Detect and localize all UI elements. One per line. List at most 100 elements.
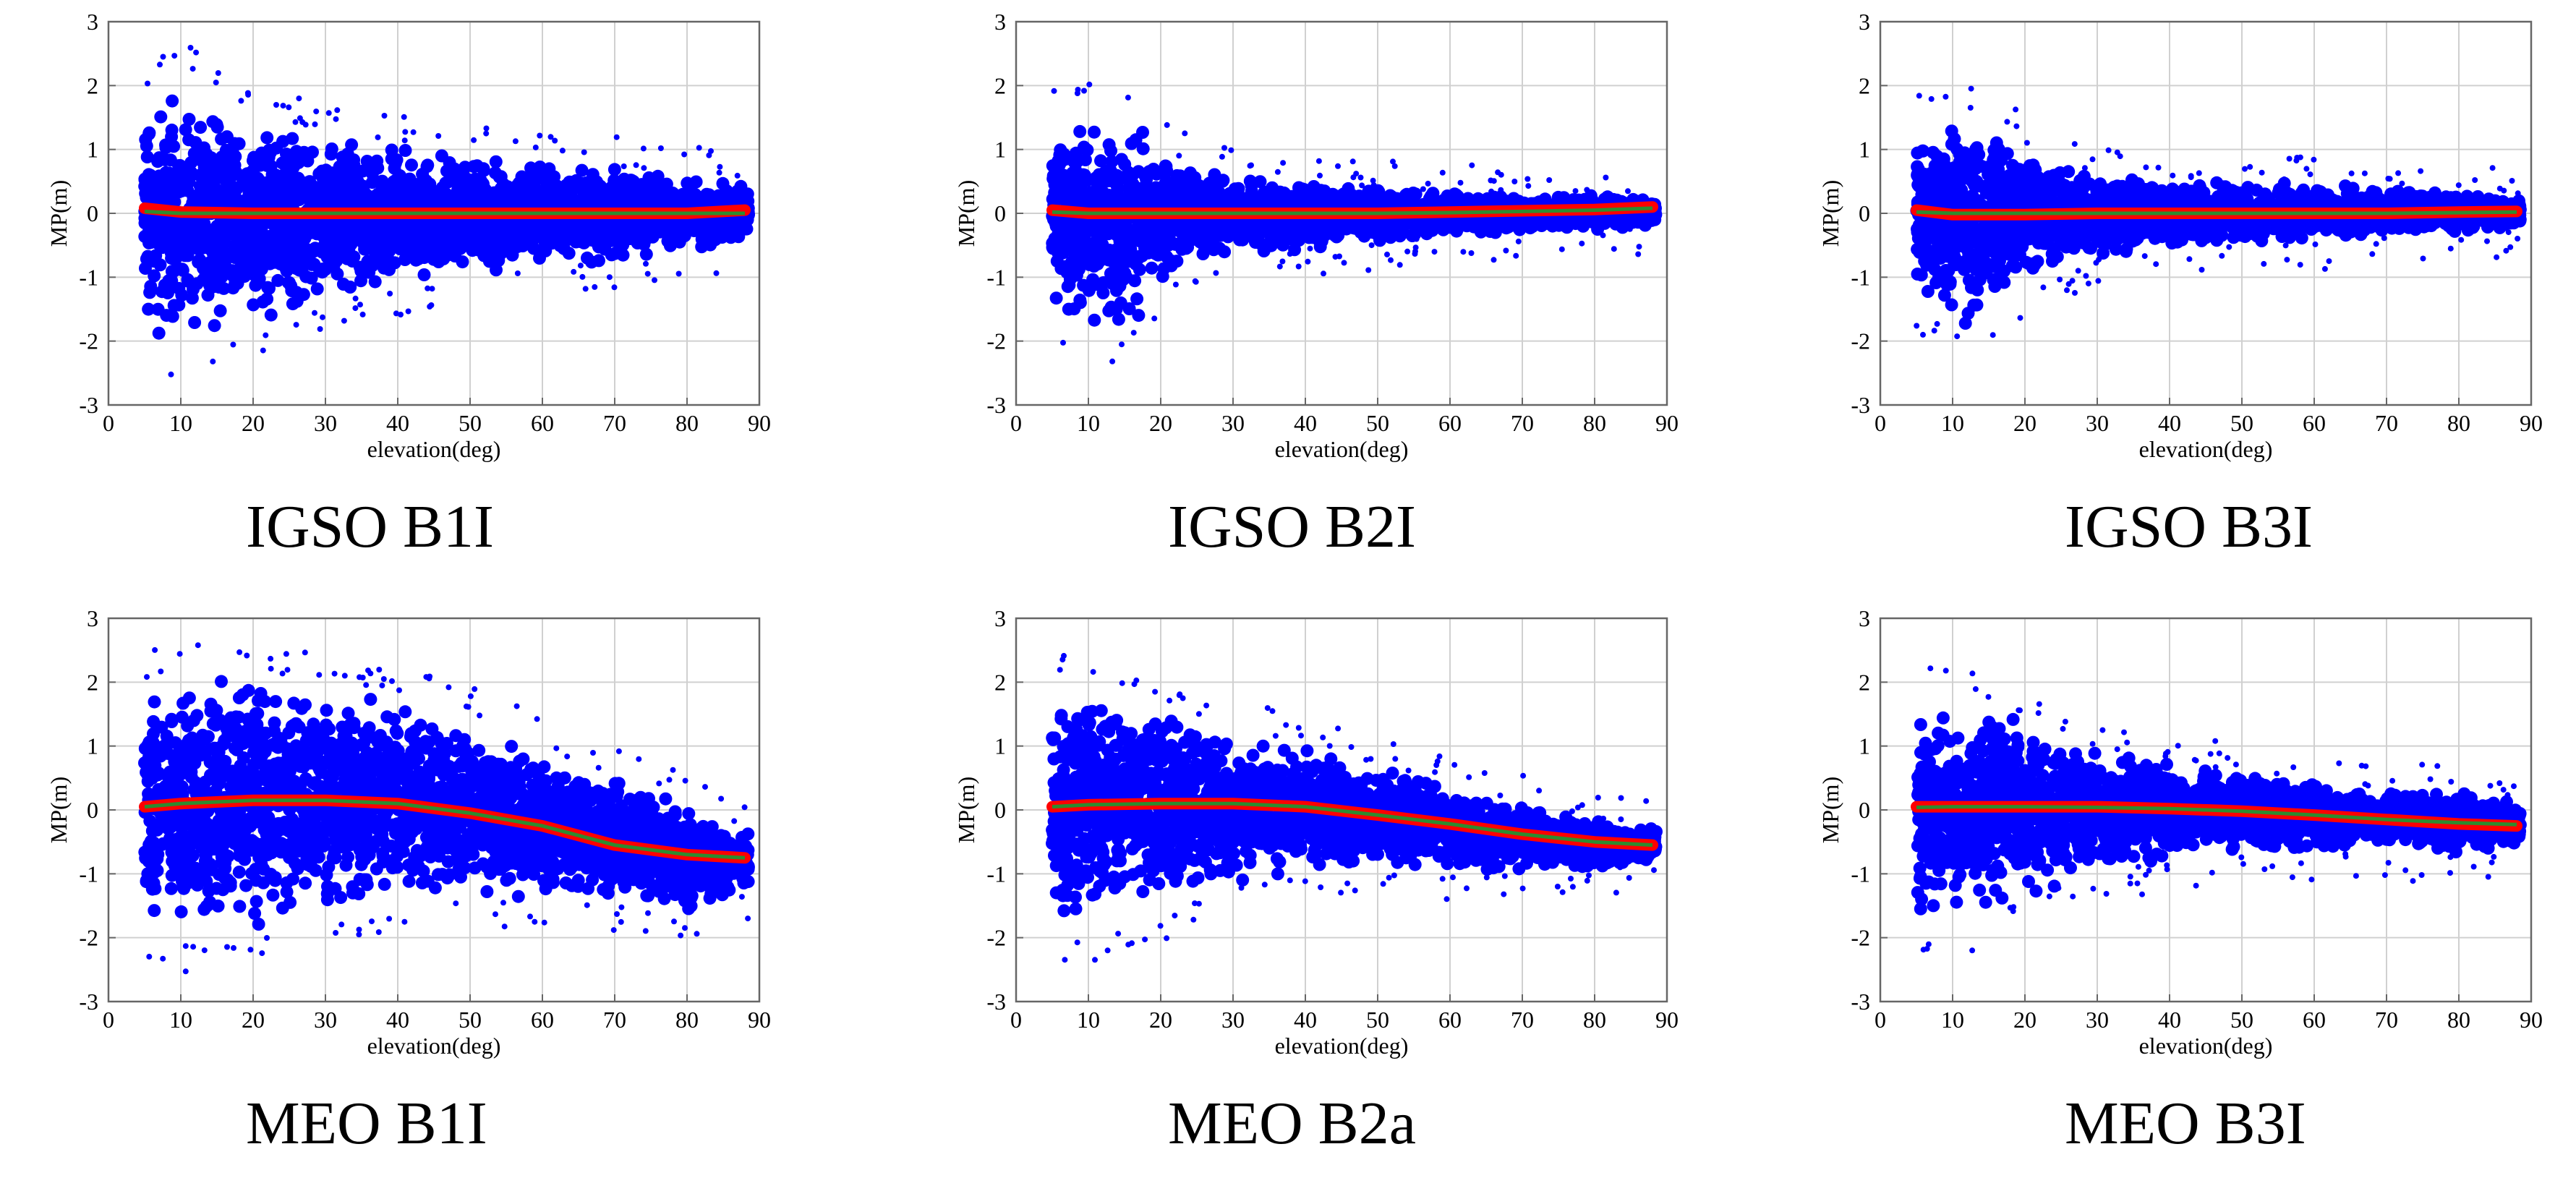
scatter-point: [138, 216, 152, 230]
scatter-point: [586, 168, 600, 182]
caption-igso-b1i: IGSO B1I: [246, 493, 495, 560]
scatter-point: [1145, 261, 1159, 275]
scatter-outlier: [571, 268, 577, 275]
y-tick-label: 0: [87, 200, 98, 226]
scatter-outlier: [352, 305, 359, 312]
scatter-point: [724, 231, 738, 244]
scatter-point: [1092, 168, 1106, 182]
scatter-point: [1097, 197, 1111, 210]
scatter-point: [477, 162, 490, 176]
scatter-point: [142, 127, 156, 141]
x-tick-label: 90: [748, 410, 771, 436]
scatter-point: [1494, 190, 1508, 204]
x-tick-label: 20: [242, 410, 265, 436]
scatter-outlier: [640, 145, 647, 152]
scatter-point: [368, 275, 382, 289]
scatter-outlier: [512, 138, 519, 145]
scatter-point: [279, 262, 293, 276]
scatter-point: [271, 234, 285, 248]
scatter-point: [1218, 245, 1232, 259]
y-tick-label: -2: [79, 328, 98, 354]
scatter-outlier: [286, 104, 292, 111]
scatter-point: [605, 184, 618, 197]
scatter-point: [235, 195, 249, 208]
scatter-outlier: [325, 110, 332, 116]
scatter-outlier: [401, 114, 407, 120]
scatter-outlier: [313, 108, 320, 115]
scatter-point: [160, 309, 174, 323]
scatter-point: [1046, 242, 1060, 255]
scatter-point: [182, 133, 196, 147]
scatter-point: [181, 273, 195, 286]
scatter-point: [158, 278, 171, 292]
scatter-point: [263, 242, 276, 255]
scatter-point: [477, 177, 490, 191]
scatter-outlier: [483, 125, 490, 132]
scatter-point: [310, 282, 324, 296]
scatter-point: [639, 247, 653, 261]
scatter-point: [194, 121, 208, 135]
scatter-point: [289, 262, 303, 276]
scatter-outlier: [238, 98, 244, 104]
scatter-point: [241, 181, 255, 195]
y-tick-label: 3: [87, 9, 98, 35]
scatter-point: [1292, 230, 1305, 244]
scatter-point: [435, 149, 448, 163]
scatter-outlier: [341, 317, 347, 324]
scatter-point: [220, 184, 234, 197]
scatter-outlier: [613, 134, 620, 140]
y-tick-label: -1: [79, 264, 98, 290]
scatter-point: [1088, 125, 1101, 139]
scatter-point: [385, 152, 398, 166]
scatter-point: [204, 174, 218, 188]
scatter-point: [370, 239, 383, 253]
scatter-point: [158, 189, 171, 203]
scatter-point: [592, 240, 605, 254]
scatter-point: [731, 191, 745, 205]
scatter-outlier: [582, 286, 589, 292]
scatter-point: [188, 316, 202, 329]
scatter-point: [1132, 309, 1146, 323]
scatter-point: [492, 194, 506, 208]
scatter-outlier: [213, 80, 219, 86]
scatter-point: [603, 223, 617, 236]
scatter-outlier: [230, 341, 236, 348]
scatter-point: [579, 190, 592, 204]
scatter-point: [1136, 142, 1150, 155]
scatter-point: [1373, 234, 1386, 247]
scatter-point: [328, 180, 341, 194]
scatter-point: [1143, 165, 1156, 179]
scatter-point: [250, 233, 264, 247]
scatter-point: [1357, 229, 1371, 243]
scatter-outlier: [401, 137, 408, 144]
scatter-outlier: [375, 134, 381, 140]
scatter-outlier: [577, 263, 584, 269]
scatter-outlier: [160, 54, 166, 60]
scatter-outlier: [260, 347, 266, 354]
scatter-outlier: [427, 304, 433, 310]
scatter-point: [493, 231, 507, 245]
scatter-point: [575, 163, 589, 177]
scatter-outlier: [187, 45, 194, 51]
scatter-point: [417, 268, 431, 281]
scatter-point: [592, 254, 605, 268]
scatter-point: [226, 269, 239, 283]
scatter-point: [203, 279, 217, 293]
scatter-outlier: [145, 80, 150, 87]
scatter-outlier: [483, 130, 490, 137]
chart-igso-b2i: 0 10 20 30 40 50 60 70 80 90-3-2-10123elevation(d…: [953, 9, 1679, 462]
scatter-point: [378, 182, 391, 196]
scatter-point: [1094, 154, 1107, 168]
scatter-point: [538, 235, 552, 249]
scatter-point: [466, 216, 479, 230]
scatter-point: [182, 174, 196, 187]
scatter-point: [140, 150, 154, 163]
scatter-point: [263, 257, 277, 270]
scatter-point: [1114, 153, 1128, 166]
scatter-outlier: [657, 145, 664, 151]
scatter-point: [511, 234, 525, 248]
scatter-point: [271, 273, 285, 287]
scatter-point: [450, 221, 464, 235]
scatter-outlier: [435, 133, 442, 139]
scatter-point: [286, 297, 299, 311]
